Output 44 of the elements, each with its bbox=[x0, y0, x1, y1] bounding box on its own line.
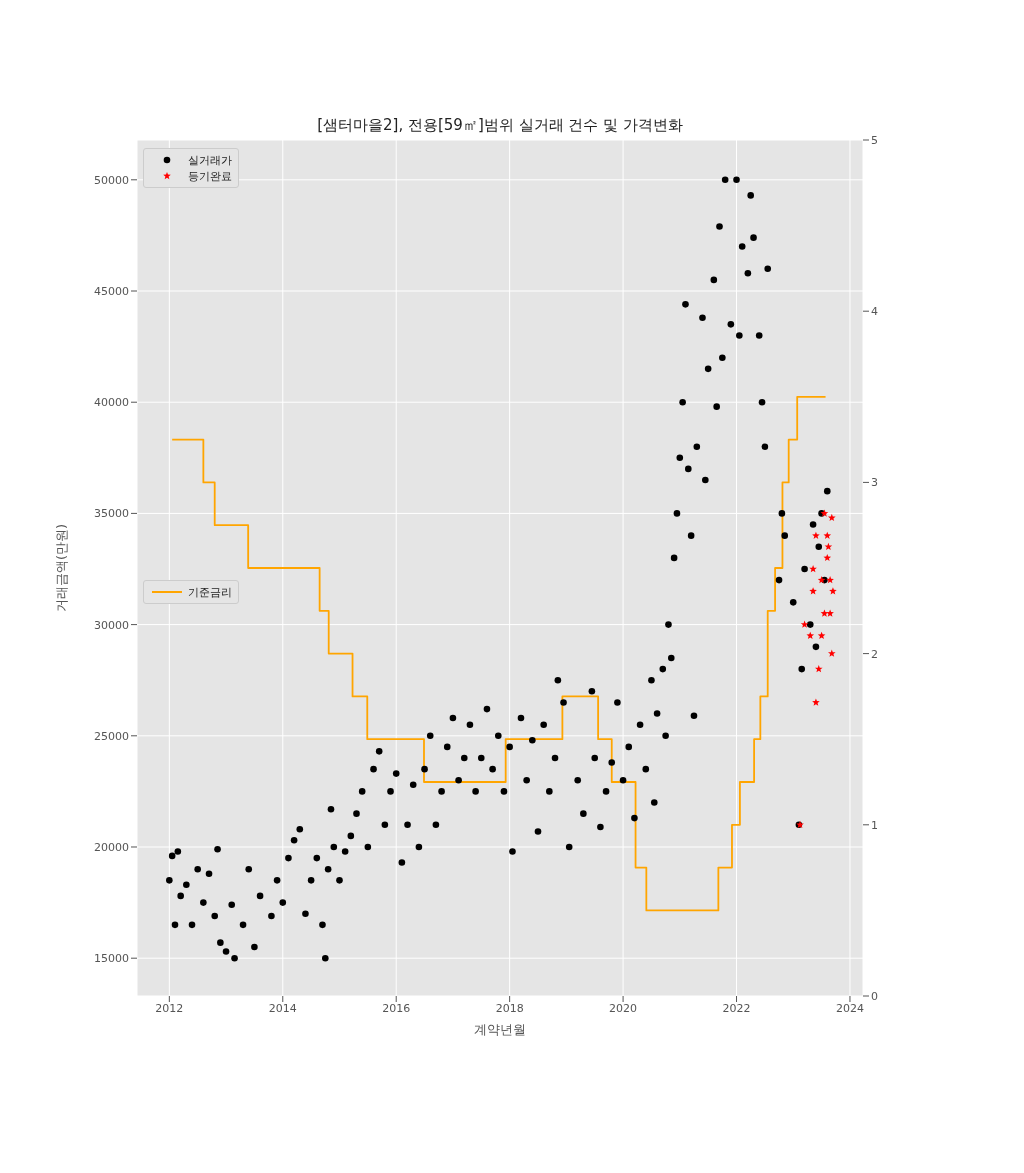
x-tick-label: 2012 bbox=[155, 1001, 184, 1015]
point bbox=[806, 631, 815, 639]
point bbox=[817, 631, 826, 639]
point bbox=[817, 576, 826, 584]
point bbox=[826, 609, 834, 617]
point bbox=[809, 587, 817, 595]
y2-tick-label: 1 bbox=[871, 818, 878, 832]
legend-label: 기준금리 bbox=[188, 584, 232, 600]
point bbox=[820, 509, 829, 517]
x-tick-label: 2014 bbox=[268, 1001, 297, 1015]
legend-label: 등기완료 bbox=[188, 168, 232, 184]
point bbox=[823, 531, 832, 539]
y-axis-title: 거래금액(만원) bbox=[53, 523, 69, 613]
y-tick-label: 20000 bbox=[94, 840, 129, 854]
y2-tick-label: 4 bbox=[871, 305, 878, 319]
y-tick-label: 30000 bbox=[94, 618, 129, 632]
y-tick-label: 15000 bbox=[94, 952, 129, 966]
chart-title: [샘터마을2], 전용[59㎡]범위 실거래 건수 및 가격변화 bbox=[316, 116, 684, 135]
point bbox=[814, 665, 823, 673]
x-tick-label: 2022 bbox=[722, 1001, 751, 1015]
y-tick-label: 50000 bbox=[94, 173, 129, 187]
y-tick-label: 40000 bbox=[94, 396, 129, 410]
point bbox=[824, 542, 833, 550]
point bbox=[812, 698, 820, 706]
x-tick-label: 2018 bbox=[495, 1001, 524, 1015]
point bbox=[809, 565, 817, 573]
y-tick-label: 35000 bbox=[94, 507, 129, 521]
point bbox=[826, 576, 834, 584]
x-tick-label: 2024 bbox=[835, 1001, 864, 1015]
point bbox=[829, 587, 837, 595]
point bbox=[820, 609, 829, 617]
y2-tick-label: 0 bbox=[871, 989, 878, 1003]
x-tick-label: 2020 bbox=[609, 1001, 638, 1015]
point bbox=[828, 649, 836, 657]
y2-tick-label: 2 bbox=[871, 647, 878, 661]
legend-label: 실거래가 bbox=[188, 152, 232, 168]
y2-tick-label: 3 bbox=[871, 476, 878, 490]
x-axis-title: 계약년월 bbox=[474, 1022, 526, 1037]
y-tick-label: 25000 bbox=[94, 729, 129, 743]
y-tick-label: 45000 bbox=[94, 284, 129, 298]
point bbox=[800, 620, 809, 628]
point bbox=[812, 531, 820, 539]
x-tick-label: 2016 bbox=[382, 1001, 411, 1015]
y2-tick-label: 5 bbox=[871, 133, 878, 147]
